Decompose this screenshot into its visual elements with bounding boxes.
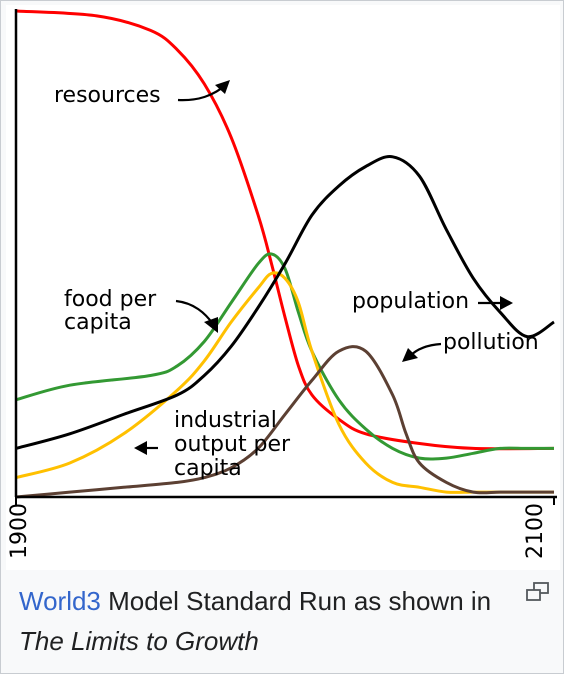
x-tick-label-2100: 2100 (523, 503, 548, 559)
caption-text: Model Standard Run as shown in (100, 586, 492, 616)
food-arrow (175, 299, 214, 325)
food-label-line-2: capita (64, 310, 132, 335)
series-line-population (15, 155, 555, 450)
industrial-label: industrial output per capita (174, 408, 297, 481)
series-line-resources (15, 9, 555, 451)
annotation-layer: resources food per capita industrial out… (54, 80, 539, 481)
tick-label-layer: 1900 2100 (7, 503, 548, 559)
series-line-pollution (15, 345, 554, 499)
food-label-line-1: food per (64, 287, 157, 312)
book-title: The Limits to Growth (19, 626, 259, 656)
pollution-arrowhead (402, 348, 418, 362)
figure-caption: World3 Model Standard Run as shown in Th… (19, 581, 519, 661)
industrial-label-line-3: capita (174, 456, 242, 481)
x-tick-label-1900: 1900 (7, 503, 32, 559)
chart-area[interactable]: 1900 2100 resources food per capita indus… (6, 5, 560, 570)
population-arrowhead (500, 296, 513, 310)
series-layer (15, 9, 555, 499)
series-line-food-per-capita (15, 252, 554, 461)
resources-label: resources (54, 83, 161, 108)
world3-chart: 1900 2100 resources food per capita indus… (7, 9, 557, 559)
food-arrowhead (204, 317, 218, 333)
world3-link[interactable]: World3 (19, 586, 101, 616)
enlarge-icon[interactable] (525, 581, 551, 603)
food-label: food per capita (64, 287, 163, 335)
pollution-label: pollution (443, 330, 539, 355)
industrial-arrowhead (134, 441, 147, 455)
industrial-label-line-1: industrial (174, 408, 277, 433)
population-label: population (352, 289, 469, 314)
pollution-arrow (409, 342, 442, 357)
industrial-label-line-2: output per (174, 432, 291, 457)
enlarge-icon-graphic (526, 582, 549, 601)
resources-arrowhead (215, 80, 230, 94)
